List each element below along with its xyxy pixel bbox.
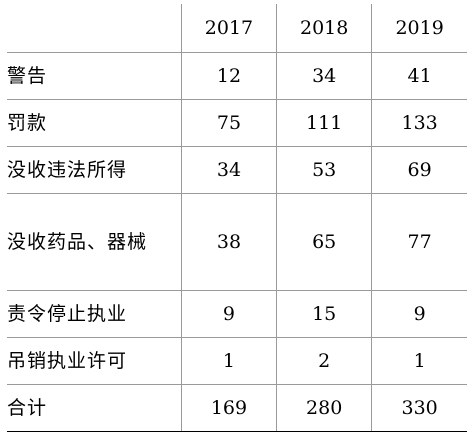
cell-value: 41 (371, 51, 467, 100)
table-header-row: 2017 2018 2019 (7, 4, 467, 53)
cell-value: 77 (371, 192, 467, 291)
header-year-2018: 2018 (276, 4, 373, 53)
cell-value: 2 (276, 336, 373, 385)
row-label: 没收药品、器械 (7, 192, 182, 291)
row-label: 没收违法所得 (7, 145, 182, 194)
penalty-statistics-table: 2017 2018 2019 警告 12 34 41 罚款 75 111 133… (7, 4, 467, 432)
cell-value: 53 (276, 145, 373, 194)
table-row-suspend-practice: 责令停止执业 9 15 9 (7, 289, 467, 338)
table-row-fine: 罚款 75 111 133 (7, 98, 467, 147)
table-row-warning: 警告 12 34 41 (7, 51, 467, 100)
row-label: 合计 (7, 383, 182, 432)
row-label: 吊销执业许可 (7, 336, 182, 385)
header-year-2019: 2019 (371, 4, 467, 53)
cell-value: 330 (371, 383, 467, 432)
cell-value: 169 (180, 383, 278, 432)
header-year-2017: 2017 (180, 4, 278, 53)
header-corner-cell (7, 4, 182, 53)
cell-value: 34 (180, 145, 278, 194)
cell-value: 38 (180, 192, 278, 291)
table-row-revoke-license: 吊销执业许可 1 2 1 (7, 336, 467, 385)
cell-value: 280 (276, 383, 373, 432)
cell-value: 111 (276, 98, 373, 147)
row-label: 罚款 (7, 98, 182, 147)
cell-value: 75 (180, 98, 278, 147)
cell-value: 1 (180, 336, 278, 385)
cell-value: 69 (371, 145, 467, 194)
cell-value: 65 (276, 192, 373, 291)
cell-value: 9 (180, 289, 278, 338)
cell-value: 15 (276, 289, 373, 338)
table-row-confiscate-drugs-equipment: 没收药品、器械 38 65 77 (7, 192, 467, 291)
cell-value: 133 (371, 98, 467, 147)
table-row-confiscate-illegal-gains: 没收违法所得 34 53 69 (7, 145, 467, 194)
cell-value: 1 (371, 336, 467, 385)
cell-value: 9 (371, 289, 467, 338)
cell-value: 34 (276, 51, 373, 100)
cell-value: 12 (180, 51, 278, 100)
row-label: 警告 (7, 51, 182, 100)
row-label: 责令停止执业 (7, 289, 182, 338)
table-row-total: 合计 169 280 330 (7, 383, 467, 432)
